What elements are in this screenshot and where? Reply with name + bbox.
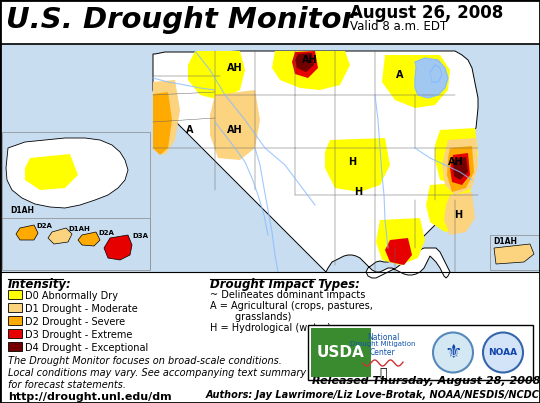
Bar — [8, 316, 22, 325]
Text: U.S. Drought Monitor: U.S. Drought Monitor — [6, 6, 356, 34]
Text: The Drought Monitor focuses on broad-scale conditions.: The Drought Monitor focuses on broad-sca… — [8, 356, 282, 366]
Polygon shape — [494, 244, 534, 264]
Bar — [490, 235, 540, 270]
Bar — [8, 290, 22, 299]
Polygon shape — [210, 90, 260, 160]
Text: H: H — [454, 210, 462, 220]
Text: USDA: USDA — [317, 345, 365, 360]
Bar — [311, 328, 371, 377]
Polygon shape — [188, 51, 245, 100]
Polygon shape — [426, 182, 472, 232]
Text: National: National — [367, 333, 399, 342]
Polygon shape — [444, 192, 475, 235]
Polygon shape — [48, 228, 72, 244]
Bar — [308, 325, 533, 380]
Polygon shape — [272, 51, 350, 90]
Polygon shape — [78, 232, 100, 246]
Text: D1AH: D1AH — [493, 237, 517, 246]
Text: 🌳: 🌳 — [379, 367, 387, 380]
Text: Drought Mitigation: Drought Mitigation — [350, 341, 416, 347]
Text: D1AH: D1AH — [10, 206, 34, 215]
Text: Valid 8 a.m. EDT: Valid 8 a.m. EDT — [350, 20, 447, 33]
Polygon shape — [6, 138, 128, 208]
Text: ⚜: ⚜ — [444, 343, 462, 362]
Text: August 26, 2008: August 26, 2008 — [350, 4, 503, 22]
Polygon shape — [382, 55, 450, 108]
Text: Released Thursday, August 28, 2008: Released Thursday, August 28, 2008 — [312, 376, 540, 386]
Text: NOAA: NOAA — [489, 348, 517, 357]
Text: D2A: D2A — [36, 223, 52, 229]
Text: D1 Drought - Moderate: D1 Drought - Moderate — [25, 304, 138, 314]
Bar — [2, 218, 150, 270]
Polygon shape — [104, 235, 132, 260]
Text: Local conditions may vary. See accompanying text summary: Local conditions may vary. See accompany… — [8, 368, 306, 378]
Text: A = Agricultural (crops, pastures,: A = Agricultural (crops, pastures, — [210, 301, 373, 311]
Text: Authors: Jay Lawrimore/Liz Love-Brotak, NOAA/NESDIS/NCDC: Authors: Jay Lawrimore/Liz Love-Brotak, … — [206, 390, 540, 400]
Polygon shape — [16, 225, 38, 240]
Bar — [8, 329, 22, 338]
Text: A: A — [396, 70, 404, 80]
Polygon shape — [415, 58, 448, 98]
Polygon shape — [453, 157, 468, 180]
Text: D2 Drought - Severe: D2 Drought - Severe — [25, 317, 125, 327]
Polygon shape — [153, 51, 478, 278]
Text: AH: AH — [227, 125, 243, 135]
Text: ~ Delineates dominant impacts: ~ Delineates dominant impacts — [210, 290, 366, 300]
Text: D3 Drought - Extreme: D3 Drought - Extreme — [25, 330, 132, 340]
Text: AH: AH — [448, 157, 464, 167]
Text: AH: AH — [227, 63, 243, 73]
Polygon shape — [430, 65, 442, 82]
Text: AH: AH — [302, 55, 318, 65]
Polygon shape — [292, 51, 318, 78]
Polygon shape — [153, 80, 180, 155]
Polygon shape — [447, 146, 474, 192]
Text: H: H — [348, 157, 356, 167]
Bar — [8, 303, 22, 312]
Text: H = Hydrological (water): H = Hydrological (water) — [210, 323, 331, 333]
Text: A: A — [186, 125, 194, 135]
Text: D0 Abnormally Dry: D0 Abnormally Dry — [25, 291, 118, 301]
Text: Center: Center — [370, 348, 396, 357]
Text: grasslands): grasslands) — [210, 312, 292, 322]
Polygon shape — [153, 92, 172, 155]
Polygon shape — [376, 218, 425, 265]
Polygon shape — [435, 128, 478, 185]
Bar — [0, 272, 540, 403]
Polygon shape — [385, 238, 412, 265]
Bar — [0, 44, 540, 272]
Circle shape — [433, 332, 473, 372]
Text: D2A: D2A — [98, 230, 114, 236]
Polygon shape — [325, 138, 390, 192]
Polygon shape — [442, 138, 478, 195]
Text: Drought Impact Types:: Drought Impact Types: — [210, 278, 360, 291]
Text: H: H — [354, 187, 362, 197]
Text: D3A: D3A — [132, 233, 148, 239]
Text: D4 Drought - Exceptional: D4 Drought - Exceptional — [25, 343, 149, 353]
Text: D1AH: D1AH — [68, 226, 90, 232]
Polygon shape — [25, 154, 78, 190]
Text: for forecast statements.: for forecast statements. — [8, 380, 126, 390]
Bar — [2, 132, 150, 268]
Circle shape — [483, 332, 523, 372]
Bar — [8, 342, 22, 351]
Polygon shape — [450, 153, 470, 185]
Text: http://drought.unl.edu/dm: http://drought.unl.edu/dm — [8, 392, 172, 402]
Text: Intensity:: Intensity: — [8, 278, 72, 291]
Polygon shape — [295, 53, 314, 72]
